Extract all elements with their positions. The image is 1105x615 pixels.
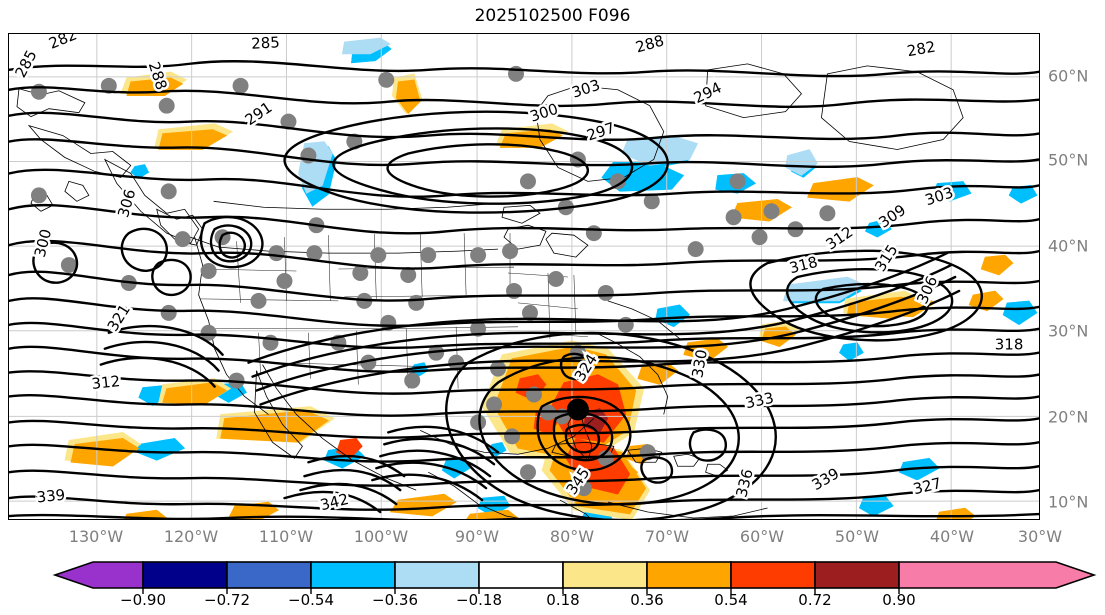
colorbar-segment	[394, 561, 480, 589]
colorbar-tick-label: −0.54	[288, 591, 334, 609]
colorbar-canvas	[52, 561, 1097, 594]
page-title: 2025102500 F096	[474, 6, 631, 26]
svg-text:318: 318	[995, 336, 1024, 354]
lat-tick-label: 60°N	[1048, 66, 1089, 86]
colorbar-segment	[646, 561, 732, 589]
svg-text:285: 285	[251, 34, 280, 53]
lon-tick-label: 60°W	[739, 527, 785, 546]
contour-label: 336	[732, 467, 756, 499]
colorbar-tick-label: −0.18	[456, 591, 502, 609]
contour-label: 330	[688, 348, 711, 379]
lat-tick-label: 40°N	[1048, 236, 1089, 256]
contour-label: 300	[31, 227, 55, 259]
map-panel[interactable]: 282 282 285 285 285 285 288 288 288 288 282 282 291 2…	[8, 33, 1040, 520]
contour-label: 303	[570, 76, 603, 102]
colorbar-segment	[52, 561, 144, 589]
colorbar-segment	[730, 561, 816, 589]
contour-label: 339	[36, 486, 66, 507]
colorbar-segment	[226, 561, 312, 589]
contour-layer	[9, 60, 1039, 519]
lon-tick-label: 70°W	[644, 527, 690, 546]
lon-tick-label: 110°W	[258, 527, 314, 546]
colorbar-tick-label: −0.36	[372, 591, 418, 609]
contour-label: 282	[46, 34, 79, 53]
lat-tick-label: 50°N	[1048, 150, 1089, 170]
lon-tick-label: 30°W	[1017, 527, 1063, 546]
colorbar-tick-label: 0.72	[798, 591, 832, 609]
svg-text:339: 339	[36, 486, 66, 507]
contour-label: 285	[11, 47, 40, 81]
contour-label: 282	[906, 38, 937, 61]
lon-tick-label: 90°W	[454, 527, 500, 546]
contour-label: 333	[744, 389, 776, 413]
cyclone-center-marker[interactable]	[566, 398, 589, 421]
colorbar-segment	[142, 561, 228, 589]
lon-tick-label: 100°W	[353, 527, 409, 546]
colorbar-segment	[814, 561, 900, 589]
contour-label: 339	[809, 464, 843, 494]
colorbar-segment	[478, 561, 564, 589]
colorbar-tick-label: 0.90	[882, 591, 916, 609]
lon-tick-label: 80°W	[549, 527, 595, 546]
contour-label: 318	[995, 336, 1024, 354]
colorbar-tick-label: −0.90	[120, 591, 166, 609]
lon-tick-label: 130°W	[68, 527, 124, 546]
colorbar-tick-label: 0.36	[630, 591, 664, 609]
colorbar-tick-label: 0.18	[546, 591, 580, 609]
colorbar-tick-label: 0.54	[714, 591, 748, 609]
contour-label: 291	[242, 98, 276, 129]
colorbar-segment	[310, 561, 396, 589]
colorbar-segment	[562, 561, 648, 589]
contour-label: 285	[251, 34, 280, 53]
contour-label: 312	[91, 372, 121, 393]
lon-tick-label: 50°W	[834, 527, 880, 546]
colorbar[interactable]: −0.90 −0.72 −0.54 −0.36 −0.18 0.18 0.36 0.54 0.7…	[0, 552, 1105, 615]
lon-tick-label: 40°W	[929, 527, 975, 546]
lat-tick-label: 20°N	[1048, 407, 1089, 427]
lat-tick-label: 30°N	[1048, 321, 1089, 341]
lat-tick-label: 10°N	[1048, 492, 1089, 512]
contour-label: 342	[318, 490, 350, 514]
contour-label: 300	[528, 100, 561, 126]
colorbar-tick-label: −0.72	[204, 591, 250, 609]
colorbar-segment	[898, 561, 1097, 589]
lon-tick-label: 120°W	[163, 527, 219, 546]
contour-label: 288	[634, 34, 666, 57]
